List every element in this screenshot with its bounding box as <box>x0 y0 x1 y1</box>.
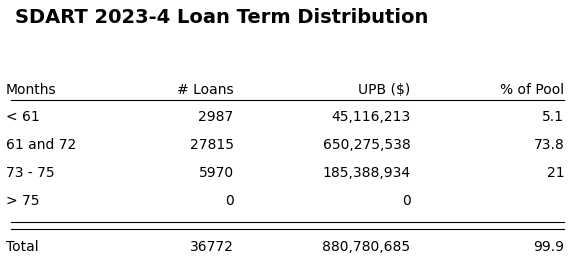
Text: Total: Total <box>6 240 38 254</box>
Text: # Loans: # Loans <box>177 83 234 97</box>
Text: 5970: 5970 <box>198 166 234 180</box>
Text: 2987: 2987 <box>198 110 234 124</box>
Text: Months: Months <box>6 83 56 97</box>
Text: 27815: 27815 <box>190 138 234 152</box>
Text: SDART 2023-4 Loan Term Distribution: SDART 2023-4 Loan Term Distribution <box>15 8 429 27</box>
Text: 61 and 72: 61 and 72 <box>6 138 76 152</box>
Text: 0: 0 <box>225 194 234 208</box>
Text: 5.1: 5.1 <box>542 110 564 124</box>
Text: 880,780,685: 880,780,685 <box>322 240 410 254</box>
Text: 185,388,934: 185,388,934 <box>322 166 410 180</box>
Text: 73 - 75: 73 - 75 <box>6 166 54 180</box>
Text: > 75: > 75 <box>6 194 39 208</box>
Text: % of Pool: % of Pool <box>500 83 564 97</box>
Text: UPB ($): UPB ($) <box>358 83 410 97</box>
Text: 21: 21 <box>547 166 564 180</box>
Text: 0: 0 <box>402 194 410 208</box>
Text: 36772: 36772 <box>190 240 234 254</box>
Text: 99.9: 99.9 <box>534 240 564 254</box>
Text: 45,116,213: 45,116,213 <box>331 110 410 124</box>
Text: < 61: < 61 <box>6 110 39 124</box>
Text: 73.8: 73.8 <box>534 138 564 152</box>
Text: 650,275,538: 650,275,538 <box>323 138 410 152</box>
